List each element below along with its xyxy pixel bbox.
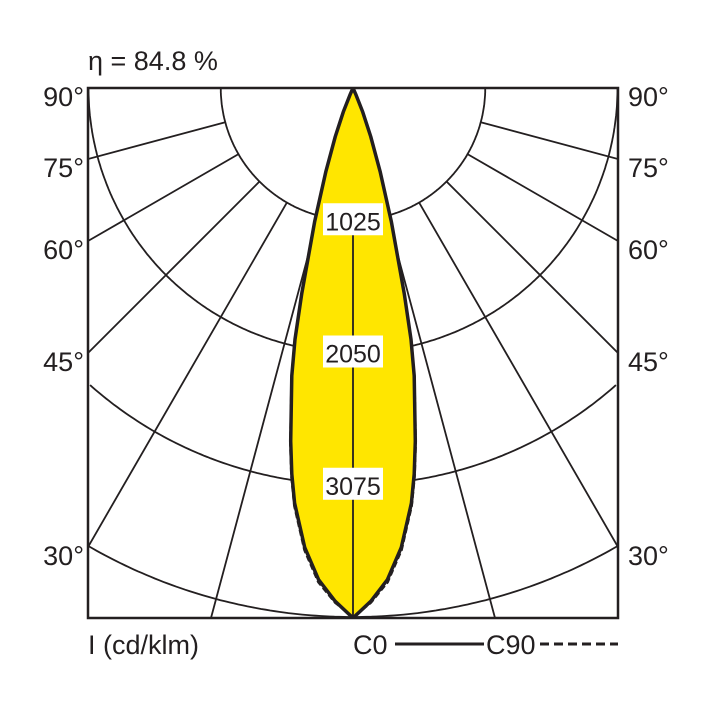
radial-tick-label: 2050 <box>325 341 381 369</box>
plot-frame <box>86 86 620 620</box>
grid-radial-45-right <box>445 180 618 354</box>
angle-label-right: 60° <box>628 235 669 265</box>
radial-label-bg <box>323 467 383 500</box>
grid-radial-15-left <box>210 215 320 618</box>
radial-tick-label: 1025 <box>325 208 381 236</box>
grid <box>88 88 618 618</box>
radial-label-bg <box>323 335 383 368</box>
grid-radial-60-right <box>467 153 618 242</box>
angle-label-right: 90° <box>628 82 669 112</box>
unit-label: I (cd/klm) <box>88 630 199 660</box>
angle-label-right: 45° <box>628 347 669 377</box>
radial-label-bg <box>323 203 383 236</box>
angle-label-left: 60° <box>43 235 84 265</box>
legend-c90-label: C90 <box>486 630 536 660</box>
series-c90-curve <box>289 88 417 618</box>
legend-c0-label: C0 <box>353 630 388 660</box>
grid-radial-75-left <box>88 121 226 160</box>
angle-tick-labels: 90° 90° 75° 75° 60° 60° 45° 45° 30° 30° <box>43 82 669 571</box>
angle-label-left: 45° <box>43 347 84 377</box>
radial-tick-label: 3075 <box>325 473 381 501</box>
grid-radial-60-left <box>88 153 239 242</box>
efficiency-label: η = 84.8 % <box>88 46 218 76</box>
radial-tick-labels: 1025 2050 3075 <box>323 203 383 501</box>
grid-radial-45-left <box>88 180 261 354</box>
angle-label-left: 75° <box>43 153 84 183</box>
angle-label-left: 30° <box>43 541 84 571</box>
angle-label-right: 30° <box>628 541 669 571</box>
grid-radial-15-right <box>386 215 496 618</box>
grid-radial-30-left <box>88 202 288 548</box>
angle-label-left: 90° <box>43 82 84 112</box>
grid-radial-75-right <box>480 121 618 160</box>
angle-label-right: 75° <box>628 153 669 183</box>
grid-radial-30-right <box>418 202 618 548</box>
